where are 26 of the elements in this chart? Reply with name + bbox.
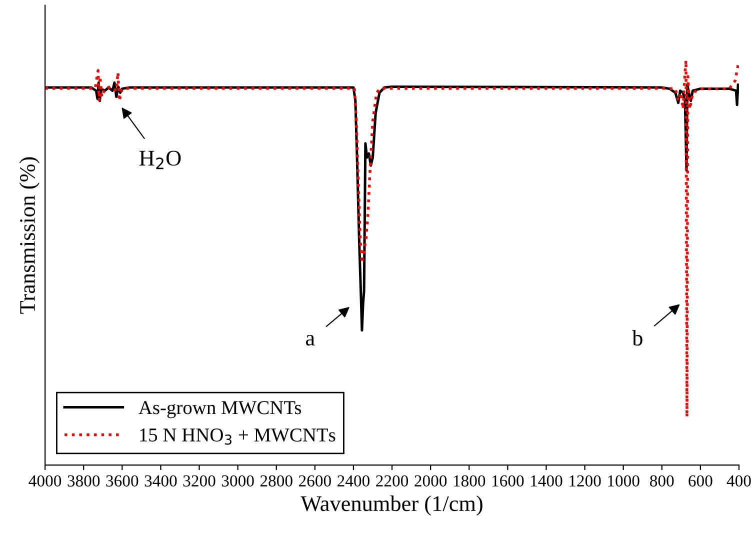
x-tick-label: 3200: [183, 475, 216, 487]
x-tick-label: 2400: [338, 475, 370, 487]
x-tick-label: 2000: [414, 475, 447, 487]
annotation: H$_{2}$O: [139, 150, 181, 170]
annotation: a: [306, 334, 315, 346]
annotation: b: [632, 330, 642, 346]
x-tick-label: 2200: [376, 475, 408, 487]
x-tick-label: 1800: [454, 475, 486, 487]
x-tick-label: 1600: [492, 475, 524, 487]
x-tick-label: 1200: [570, 475, 601, 487]
x-tick-label: 2800: [260, 475, 292, 487]
x-tick-label: 600: [688, 475, 712, 487]
x-tick-label: 4000: [28, 475, 62, 487]
legend-label: 15 N HNO$_{3}$ + MWCNTs: [140, 428, 336, 445]
x-tick-label: 1000: [608, 475, 640, 487]
x-tick-label: 800: [650, 475, 674, 487]
x-tick-label: 3800: [68, 475, 100, 487]
legend-label: As-grown MWCNTs: [138, 401, 302, 418]
x-tick-label: 400: [726, 475, 751, 487]
x-axis-title: Wavenumber (1/cm): [300, 496, 482, 516]
x-tick-label: 2600: [298, 475, 331, 487]
y-axis-title: Transmission (%): [19, 157, 40, 314]
x-tick-label: 3600: [106, 475, 138, 487]
x-tick-label: 1400: [531, 475, 562, 487]
x-tick-label: 3000: [222, 475, 254, 487]
x-tick-label: 3400: [144, 475, 177, 487]
